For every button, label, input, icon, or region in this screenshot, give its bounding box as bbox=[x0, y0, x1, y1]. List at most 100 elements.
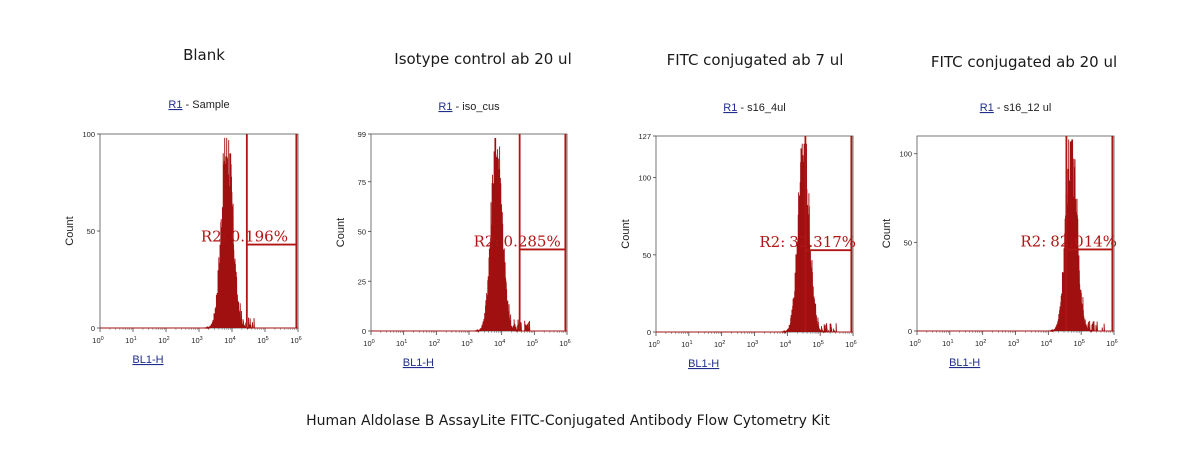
histogram-panel: FITC conjugated ab 20 ul R1 - s16_12 ul 0 5… bbox=[881, 53, 1118, 369]
sample-name: s16_12 ul bbox=[1004, 102, 1052, 114]
y-axis-label: Count bbox=[64, 216, 76, 245]
x-tick-label: 106 bbox=[1106, 339, 1117, 348]
x-tick-exponent: 4 bbox=[502, 339, 505, 345]
x-tick-label: 106 bbox=[845, 340, 856, 349]
y-tick-label: 100 bbox=[899, 150, 912, 159]
gate-name-link[interactable]: R1 bbox=[980, 102, 994, 114]
x-tick-exponent: 5 bbox=[535, 339, 538, 345]
x-tick-base: 10 bbox=[681, 340, 689, 349]
y-tick-label: 100 bbox=[638, 174, 651, 183]
x-tick-label: 105 bbox=[1073, 339, 1084, 348]
gate-caption: R1 - s16_4ul bbox=[723, 102, 785, 114]
x-tick-base: 10 bbox=[909, 339, 917, 348]
histogram-trace bbox=[656, 143, 853, 334]
x-tick-exponent: 3 bbox=[200, 336, 203, 342]
x-tick-label: 104 bbox=[224, 336, 235, 345]
x-tick-label: 103 bbox=[747, 340, 758, 349]
gate-separator: - bbox=[182, 99, 192, 111]
gate-caption: R1 - Sample bbox=[168, 99, 229, 111]
x-tick-base: 10 bbox=[461, 339, 469, 348]
y-tick-label: 50 bbox=[87, 227, 95, 236]
x-tick-base: 10 bbox=[1041, 339, 1049, 348]
gate-r2-label: R2: 0.285% bbox=[474, 232, 561, 250]
x-tick-label: 101 bbox=[396, 339, 407, 348]
y-tick-label: 25 bbox=[358, 277, 366, 286]
x-tick-exponent: 0 bbox=[372, 339, 375, 345]
x-tick-base: 10 bbox=[942, 339, 950, 348]
sample-name: s16_4ul bbox=[747, 102, 786, 114]
x-tick-label: 102 bbox=[429, 339, 440, 348]
x-tick-label: 104 bbox=[494, 339, 505, 348]
x-tick-exponent: 6 bbox=[299, 336, 302, 342]
x-axis-label[interactable]: BL1-H bbox=[688, 358, 719, 370]
y-tick-label: 0 bbox=[647, 328, 651, 337]
x-tick-base: 10 bbox=[1073, 339, 1081, 348]
x-tick-label: 102 bbox=[714, 340, 725, 349]
y-tick-label: 99 bbox=[358, 130, 366, 139]
x-tick-exponent: 5 bbox=[266, 336, 269, 342]
x-axis-label[interactable]: BL1-H bbox=[132, 354, 163, 366]
gate-name-link[interactable]: R1 bbox=[723, 102, 737, 114]
gate-r2-percent: 0.285% bbox=[504, 232, 561, 250]
y-tick-label: 0 bbox=[362, 327, 366, 336]
x-tick-label: 104 bbox=[780, 340, 791, 349]
x-tick-base: 10 bbox=[191, 336, 199, 345]
x-tick-label: 102 bbox=[975, 339, 986, 348]
gate-r2-label: R2: 0.196% bbox=[201, 228, 288, 246]
x-tick-base: 10 bbox=[257, 336, 265, 345]
gate-separator: - bbox=[994, 102, 1004, 114]
x-tick-exponent: 3 bbox=[470, 339, 473, 345]
x-tick-exponent: 0 bbox=[657, 340, 660, 346]
y-tick-label: 127 bbox=[638, 132, 651, 141]
x-tick-label: 105 bbox=[257, 336, 268, 345]
gate-caption: R1 - s16_12 ul bbox=[980, 102, 1052, 114]
x-tick-exponent: 4 bbox=[788, 340, 791, 346]
x-tick-label: 100 bbox=[363, 339, 374, 348]
x-tick-exponent: 1 bbox=[950, 339, 953, 345]
x-tick-base: 10 bbox=[975, 339, 983, 348]
x-tick-exponent: 4 bbox=[233, 336, 236, 342]
x-axis-label[interactable]: BL1-H bbox=[949, 357, 980, 369]
x-tick-base: 10 bbox=[429, 339, 437, 348]
x-tick-base: 10 bbox=[1008, 339, 1016, 348]
x-tick-exponent: 2 bbox=[437, 339, 440, 345]
y-tick-label: 100 bbox=[82, 130, 95, 139]
gate-caption: R1 - iso_cus bbox=[438, 101, 500, 113]
histogram-trace bbox=[100, 137, 298, 330]
x-axis-label[interactable]: BL1-H bbox=[403, 357, 434, 369]
gate-r2-percent: 0.196% bbox=[231, 228, 288, 246]
x-tick-exponent: 0 bbox=[918, 339, 921, 345]
x-tick-label: 103 bbox=[461, 339, 472, 348]
y-tick-label: 0 bbox=[91, 324, 95, 333]
x-tick-base: 10 bbox=[363, 339, 371, 348]
x-tick-exponent: 1 bbox=[134, 336, 137, 342]
y-tick-label: 50 bbox=[904, 238, 912, 247]
x-tick-exponent: 6 bbox=[854, 340, 857, 346]
x-tick-exponent: 0 bbox=[101, 336, 104, 342]
panel-title: FITC conjugated ab 7 ul bbox=[667, 51, 844, 69]
gate-name-link[interactable]: R1 bbox=[168, 99, 182, 111]
gate-name-link[interactable]: R1 bbox=[438, 101, 452, 113]
gate-r2-percent: 82.014% bbox=[1050, 232, 1117, 250]
x-tick-base: 10 bbox=[559, 339, 567, 348]
x-tick-base: 10 bbox=[780, 340, 788, 349]
y-axis-label: Count bbox=[620, 219, 632, 248]
x-tick-exponent: 6 bbox=[568, 339, 571, 345]
x-tick-base: 10 bbox=[396, 339, 404, 348]
x-tick-exponent: 4 bbox=[1049, 339, 1052, 345]
x-tick-base: 10 bbox=[224, 336, 232, 345]
histogram-trace bbox=[371, 137, 567, 333]
panel-title: Blank bbox=[183, 46, 225, 64]
x-tick-base: 10 bbox=[747, 340, 755, 349]
x-tick-base: 10 bbox=[494, 339, 502, 348]
x-tick-exponent: 2 bbox=[167, 336, 170, 342]
y-axis-label: Count bbox=[335, 218, 347, 247]
gate-separator: - bbox=[737, 102, 747, 114]
x-tick-exponent: 1 bbox=[404, 339, 407, 345]
x-tick-label: 103 bbox=[191, 336, 202, 345]
sample-name: Sample bbox=[192, 99, 229, 111]
x-tick-base: 10 bbox=[125, 336, 133, 345]
x-tick-base: 10 bbox=[290, 336, 298, 345]
